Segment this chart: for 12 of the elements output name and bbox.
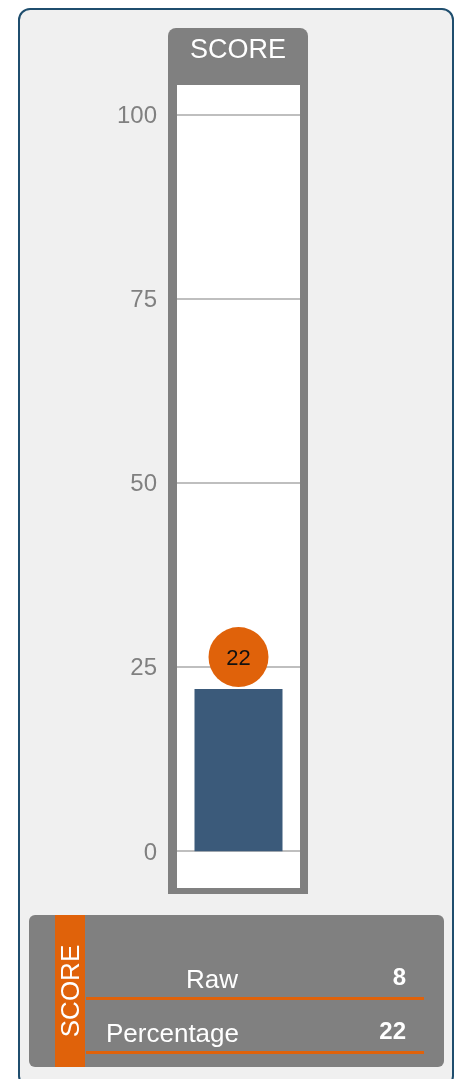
text: SCORE bbox=[54, 944, 86, 1038]
text: Raw bbox=[186, 964, 239, 995]
text: 8 bbox=[392, 963, 406, 991]
data-label: 22 bbox=[226, 644, 251, 670]
y-tick-label: 100 bbox=[116, 100, 157, 128]
y-tick-label: 75 bbox=[130, 285, 157, 313]
text: Percentage bbox=[106, 1018, 239, 1049]
text: 22 bbox=[379, 1017, 406, 1045]
y-tick-label: 50 bbox=[130, 469, 157, 497]
y-tick-label: 0 bbox=[143, 837, 157, 865]
chart-title: SCORE bbox=[189, 34, 287, 65]
y-tick-label: 25 bbox=[130, 653, 157, 681]
